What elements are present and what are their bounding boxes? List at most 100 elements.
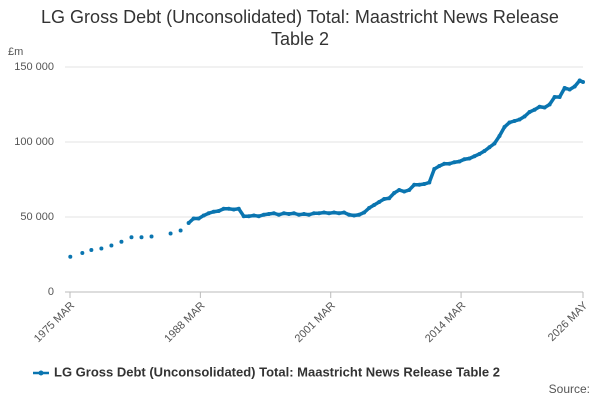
data-point	[241, 214, 246, 219]
data-point	[129, 235, 134, 240]
data-point	[377, 200, 382, 204]
chart-title: LG Gross Debt (Unconsolidated) Total: Ma…	[41, 7, 559, 49]
data-point	[291, 211, 296, 216]
data-point	[261, 212, 266, 217]
data-point	[89, 248, 94, 252]
y-tick-label: 50 000	[20, 211, 54, 223]
data-point	[332, 210, 337, 215]
data-point	[216, 209, 221, 213]
data-point	[537, 104, 542, 109]
data-point	[442, 161, 447, 166]
data-point	[311, 211, 316, 216]
data-point	[452, 160, 457, 165]
data-point	[301, 212, 306, 216]
y-tick-label: 0	[48, 286, 54, 298]
data-point	[512, 119, 517, 123]
data-point	[68, 254, 73, 259]
y-axis-label: £m	[8, 46, 23, 58]
data-point	[382, 197, 387, 201]
data-point	[337, 211, 342, 216]
data-point	[352, 213, 357, 218]
data-point	[271, 211, 276, 216]
data-point	[522, 114, 527, 119]
data-point	[497, 134, 502, 138]
data-point	[296, 212, 301, 217]
data-point	[306, 212, 311, 217]
y-tick-label: 100 000	[14, 136, 54, 148]
data-point	[362, 210, 367, 215]
data-point	[236, 206, 241, 211]
data-point	[457, 159, 462, 164]
data-point	[427, 180, 432, 185]
x-tick-label: 1975 MAR	[32, 300, 77, 345]
data-point	[437, 164, 442, 168]
data-point	[80, 251, 85, 255]
data-point	[577, 78, 582, 83]
data-point	[517, 117, 522, 122]
data-point	[492, 141, 497, 146]
data-point	[109, 243, 114, 248]
data-point	[502, 125, 507, 129]
data-point	[572, 84, 577, 89]
data-point	[149, 234, 154, 239]
data-point	[327, 211, 332, 216]
data-point	[286, 212, 291, 216]
data-point	[482, 149, 487, 153]
data-point	[321, 210, 326, 215]
data-point	[542, 105, 547, 110]
data-point	[231, 207, 236, 212]
data-point	[201, 213, 206, 218]
data-point	[472, 154, 477, 159]
data-point	[256, 214, 261, 219]
data-point	[477, 152, 482, 156]
data-point	[447, 161, 452, 166]
data-point	[412, 182, 417, 187]
data-point	[186, 221, 191, 225]
x-tick-label: 1988 MAR	[162, 300, 207, 345]
x-tick-label: 2001 MAR	[293, 300, 338, 345]
data-point	[191, 216, 196, 221]
data-point	[532, 107, 537, 112]
data-point	[276, 212, 281, 217]
data-point	[226, 206, 231, 211]
data-point	[462, 157, 467, 162]
data-point	[557, 95, 562, 99]
data-point	[99, 246, 104, 251]
data-point	[527, 110, 532, 114]
data-point	[196, 216, 201, 221]
data-point	[221, 206, 226, 211]
data-point	[347, 212, 352, 217]
data-point	[397, 188, 402, 192]
data-point	[432, 167, 437, 171]
x-tick-label: 2026 MAY	[546, 299, 591, 344]
data-point	[139, 235, 144, 240]
data-point	[119, 239, 124, 244]
y-tick-label: 150 000	[14, 61, 54, 73]
data-point	[246, 214, 251, 219]
data-point	[562, 86, 567, 90]
source: Source:	[549, 382, 590, 396]
data-point	[387, 196, 392, 201]
data-point	[357, 212, 362, 217]
legend-marker-dot	[38, 370, 44, 376]
data-point	[281, 211, 286, 216]
data-point	[251, 213, 256, 218]
x-tick-label: 2014 MAR	[423, 300, 468, 345]
data-point	[266, 212, 271, 216]
series-line	[187, 78, 584, 225]
data-point	[487, 145, 492, 150]
data-point	[211, 209, 216, 214]
data-point	[168, 231, 173, 236]
data-point	[422, 182, 427, 186]
data-point	[402, 189, 407, 194]
data-point	[467, 156, 472, 161]
data-point	[342, 210, 347, 215]
data-point	[567, 87, 572, 92]
data-point	[367, 206, 372, 210]
data-point	[507, 120, 512, 125]
data-point	[392, 191, 397, 195]
data-point	[547, 102, 552, 107]
data-point	[372, 203, 377, 207]
